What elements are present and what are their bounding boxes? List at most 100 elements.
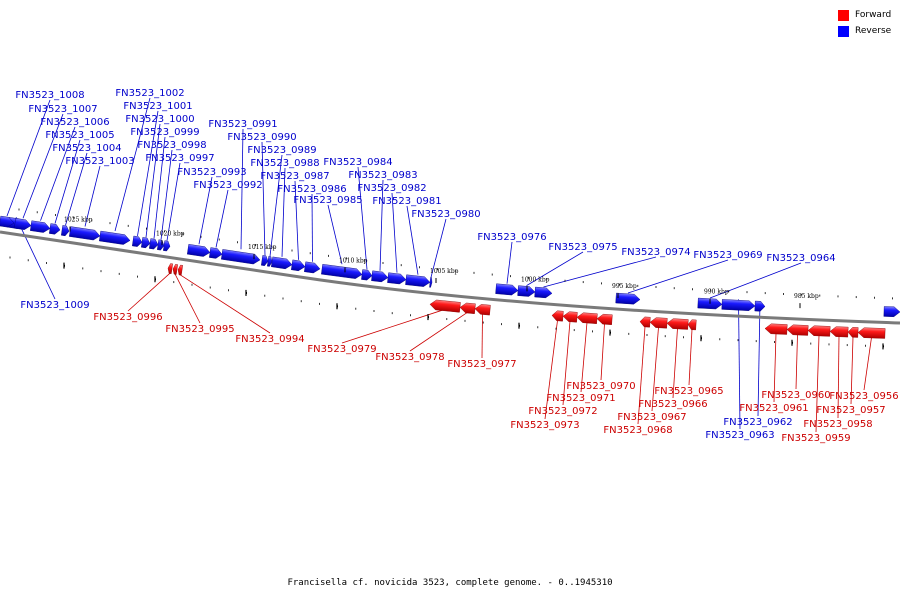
gene-label[interactable]: FN3523_0999 [130,127,199,138]
gene-label[interactable]: FN3523_1009 [20,300,89,311]
gene-label[interactable]: FN3523_0970 [566,381,635,392]
gene-arrow-FN3523_1006[interactable] [30,220,51,234]
gene-label[interactable]: FN3523_0992 [193,180,262,191]
gene-arrow-FN3523_0967[interactable] [649,317,668,329]
gene-arrow-FN3523_1001[interactable] [132,235,143,247]
gene-arrow-FN3523_1002[interactable] [99,230,131,245]
gene-arrow-FN3523_1003[interactable] [69,226,101,241]
gene-arrow-FN3523_0999[interactable] [149,238,159,250]
gene-label[interactable]: FN3523_0958 [803,419,872,430]
gene-label[interactable]: FN3523_0988 [250,158,319,169]
gene-label[interactable]: FN3523_0959 [781,433,850,444]
gene-label[interactable]: FN3523_0993 [177,167,246,178]
gene-arrow-FN3523_0966[interactable] [666,318,689,330]
gene-label[interactable]: FN3523_0977 [447,359,516,370]
gene-label[interactable]: FN3523_0966 [638,399,707,410]
gene-label[interactable]: FN3523_0975 [548,242,617,253]
gene-arrow-FN3523_0958[interactable] [829,326,849,338]
gene-label[interactable]: FN3523_0960 [761,390,830,401]
gene-label[interactable]: FN3523_0983 [348,170,417,181]
gene-arrow-FN3523_0977[interactable] [474,304,491,316]
gene-label[interactable]: FN3523_0986 [277,184,346,195]
gene-label[interactable]: FN3523_0982 [357,183,426,194]
gene-label[interactable]: FN3523_0990 [227,132,296,143]
gene-arrow-FN3523_0980[interactable] [429,277,433,288]
gene-label[interactable]: FN3523_0963 [705,430,774,441]
gene-label[interactable]: FN3523_0965 [654,386,723,397]
gene-arrow-FN3523_0973[interactable] [551,310,564,322]
gene-arrow-FN3523_0983[interactable] [371,270,389,283]
gene-arrow-FN3523_0990[interactable] [261,255,269,266]
gene-label[interactable]: FN3523_0995 [165,324,234,335]
gene-label[interactable]: FN3523_0973 [510,420,579,431]
gene-label[interactable]: FN3523_0974 [621,247,690,258]
gene-label[interactable]: FN3523_0979 [307,344,376,355]
gene-arrow-FN3523_1005[interactable] [49,223,61,235]
gene-label[interactable]: FN3523_0976 [477,232,546,243]
gene-arrow-FN3523_0970[interactable] [596,313,613,325]
gene-label[interactable]: FN3523_1008 [15,90,84,101]
gene-arrow-FN3523_1007[interactable] [14,218,32,230]
gene-arrow-FN3523_0976[interactable] [495,283,519,296]
gene-arrow-FN3523_0993[interactable] [187,244,211,257]
gene-arrow-FN3523_0972[interactable] [562,311,578,323]
gene-arrow-FN3523_0996[interactable] [167,263,173,274]
gene-label[interactable]: FN3523_0991 [208,119,277,130]
gene-label[interactable]: FN3523_1002 [115,88,184,99]
gene-arrow-FN3523_0981[interactable] [405,274,431,288]
gene-arrow-FN3523_0985[interactable] [321,264,363,279]
gene-label[interactable]: FN3523_0967 [617,412,686,423]
gene-label[interactable]: FN3523_0964 [766,253,835,264]
gene-label[interactable]: FN3523_0978 [375,352,444,363]
gene-arrow-FN3523_0960[interactable] [786,324,809,336]
gene-arrow-FN3523_0994[interactable] [177,264,183,276]
gene-label[interactable]: FN3523_0961 [739,403,808,414]
gene-arrow-FN3523_0971[interactable] [576,312,598,324]
gene-arrow-FN3523_1000[interactable] [141,237,151,249]
gene-label[interactable]: FN3523_1006 [40,117,109,128]
gene-arrow-FN3523_0995[interactable] [172,264,178,275]
gene-arrow-FN3523_0979[interactable] [429,299,461,313]
gene-label[interactable]: FN3523_0956 [829,391,898,402]
gene-label[interactable]: FN3523_0981 [372,196,441,207]
gene-arrow-FN3523_0956[interactable] [857,327,886,339]
gene-label[interactable]: FN3523_0998 [137,140,206,151]
gene-label[interactable]: FN3523_1001 [123,101,192,112]
gene-arrow-FN3523_0997[interactable] [163,240,171,252]
gene-label[interactable]: FN3523_0987 [260,171,329,182]
gene-arrow-FN3523_0988[interactable] [271,256,293,270]
gene-arrow-FN3523_0959[interactable] [807,325,831,337]
gene-label[interactable]: FN3523_0972 [528,406,597,417]
gene-label[interactable]: FN3523_0968 [603,425,672,436]
gene-label[interactable]: FN3523_0997 [145,153,214,164]
gene-arrow-FN3523_0978[interactable] [459,302,476,314]
gene-arrow-FN3523_0957[interactable] [847,327,859,338]
gene-arrow-FN3523_0965[interactable] [687,319,697,331]
gene-label[interactable]: FN3523_1007 [28,104,97,115]
gene-label[interactable]: FN3523_1005 [45,130,114,141]
gene-arrow-FN3523_0963[interactable] [721,299,756,311]
gene-arrow-FN3523_0968[interactable] [639,316,651,328]
gene-label[interactable]: FN3523_0984 [323,157,392,168]
gene-label[interactable]: FN3523_1003 [65,156,134,167]
gene-arrow-FN3523_1008[interactable] [0,215,15,228]
gene-arrow-FN3523_0982[interactable] [387,272,407,285]
gene-arrow-FN3523_0984[interactable] [361,269,373,281]
gene-label[interactable]: FN3523_0994 [235,334,304,345]
gene-arrow-FN3523_0987[interactable] [291,259,306,272]
gene-label[interactable]: FN3523_0957 [816,405,885,416]
gene-arrow-FN3523_0991[interactable] [221,249,261,265]
gene-arrow-FN3523_0961[interactable] [764,323,788,335]
gene-label[interactable]: FN3523_0969 [693,250,762,261]
gene-label[interactable]: FN3523_1000 [125,114,194,125]
gene-arrow-FN3523_0969[interactable] [615,292,641,305]
gene-label[interactable]: FN3523_0989 [247,145,316,156]
gene-label[interactable]: FN3523_0980 [411,209,480,220]
gene-arrow-FN3523_0975[interactable] [517,285,536,297]
gene-arrow-FN3523_0974[interactable] [534,286,553,299]
gene-arrow[interactable] [883,306,900,317]
gene-arrow-FN3523_0986[interactable] [304,261,321,274]
gene-label[interactable]: FN3523_0985 [293,195,362,206]
gene-arrow-FN3523_0992[interactable] [209,247,223,260]
gene-arrow-FN3523_1004[interactable] [61,225,70,237]
